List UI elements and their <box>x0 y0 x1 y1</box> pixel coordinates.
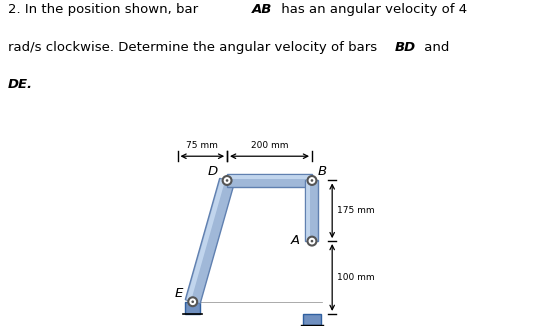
Circle shape <box>226 179 228 182</box>
Text: 75 mm: 75 mm <box>186 141 218 150</box>
Text: rad/s clockwise. Determine the angular velocity of bars: rad/s clockwise. Determine the angular v… <box>8 41 381 54</box>
Polygon shape <box>227 174 312 187</box>
Text: E: E <box>174 287 182 300</box>
Polygon shape <box>227 175 312 179</box>
Text: has an angular velocity of 4: has an angular velocity of 4 <box>277 3 467 16</box>
Circle shape <box>311 240 314 243</box>
Polygon shape <box>305 181 318 241</box>
Polygon shape <box>185 178 234 304</box>
Text: B: B <box>318 166 327 178</box>
Text: and: and <box>420 41 449 54</box>
Circle shape <box>192 301 194 303</box>
Text: BD: BD <box>395 41 416 54</box>
Circle shape <box>223 176 232 185</box>
Text: 2. In the position shown, bar: 2. In the position shown, bar <box>8 3 202 16</box>
Text: A: A <box>291 234 300 246</box>
Circle shape <box>308 176 316 185</box>
Text: AB: AB <box>251 3 272 16</box>
Circle shape <box>308 237 316 245</box>
Text: D: D <box>208 166 218 178</box>
Polygon shape <box>186 179 225 301</box>
Text: 200 mm: 200 mm <box>251 141 288 150</box>
Circle shape <box>188 297 197 306</box>
Bar <box>186 302 200 314</box>
Text: DE.: DE. <box>8 78 33 91</box>
Bar <box>303 314 321 325</box>
Text: 100 mm: 100 mm <box>337 273 375 282</box>
Text: 175 mm: 175 mm <box>337 206 375 215</box>
Circle shape <box>311 179 314 182</box>
Polygon shape <box>307 181 310 241</box>
